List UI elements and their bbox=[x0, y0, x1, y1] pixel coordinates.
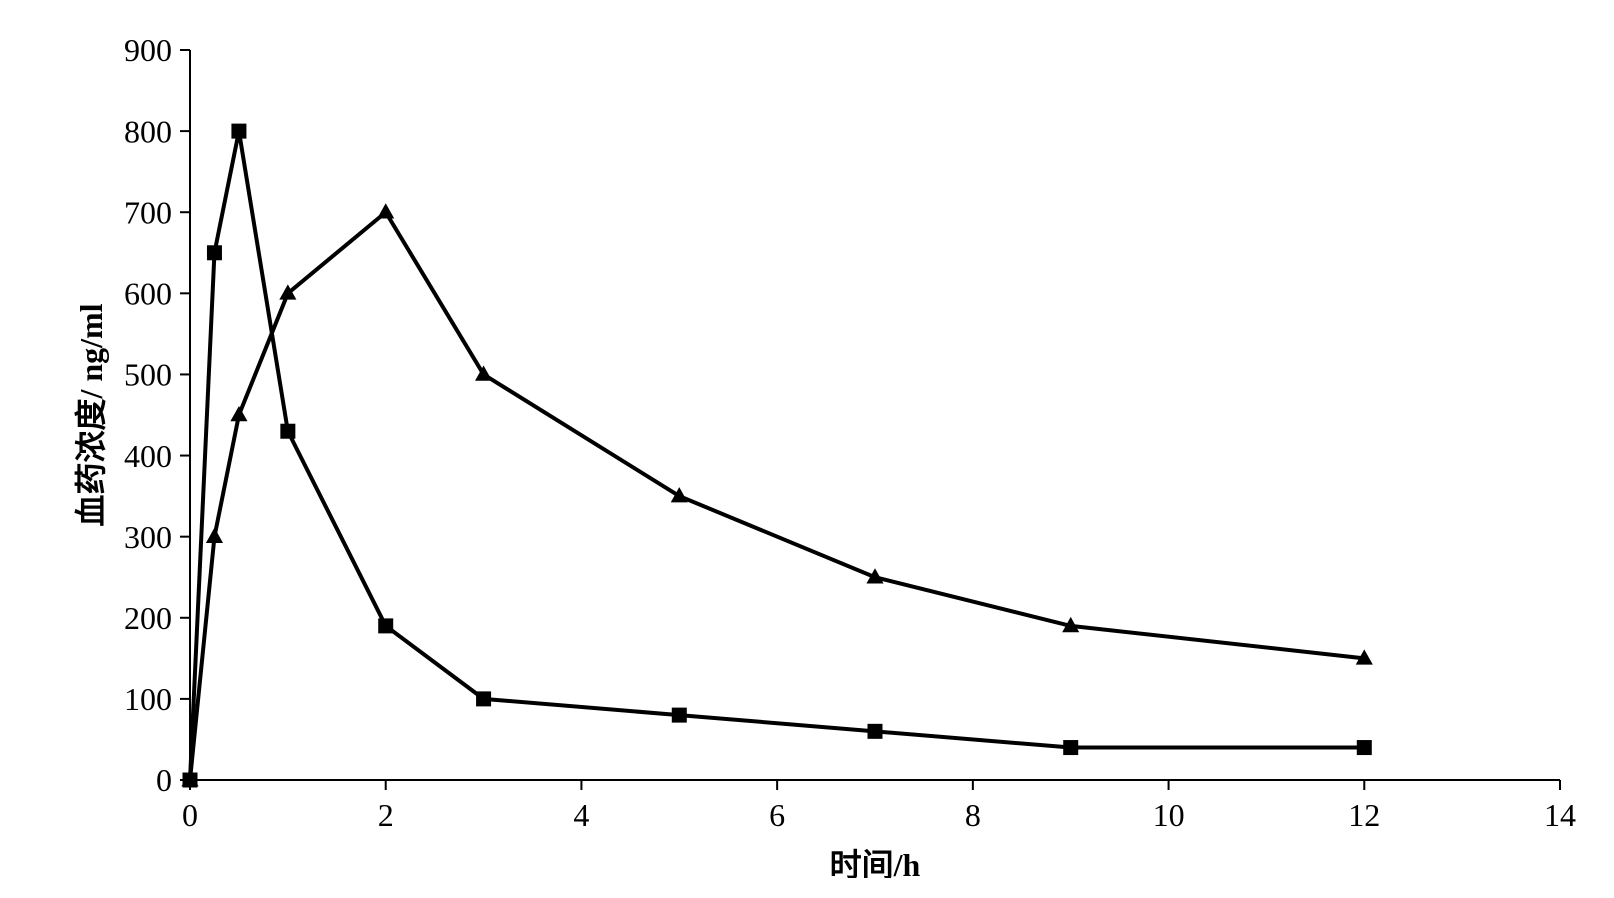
y-tick-label: 900 bbox=[124, 32, 172, 68]
x-tick-label: 10 bbox=[1153, 797, 1185, 833]
triangle-marker bbox=[377, 203, 394, 218]
triangle-marker bbox=[671, 487, 688, 502]
square-marker bbox=[1357, 740, 1372, 755]
x-tick-label: 8 bbox=[965, 797, 981, 833]
x-tick-label: 12 bbox=[1348, 797, 1380, 833]
square-marker bbox=[378, 618, 393, 633]
square-marker bbox=[672, 708, 687, 723]
x-axis-title: 时间/h bbox=[830, 847, 921, 878]
y-tick-label: 500 bbox=[124, 357, 172, 393]
y-tick-label: 700 bbox=[124, 194, 172, 230]
square-marker bbox=[1063, 740, 1078, 755]
square-marker bbox=[207, 245, 222, 260]
y-tick-label: 200 bbox=[124, 600, 172, 636]
y-tick-label: 800 bbox=[124, 113, 172, 149]
triangle-marker bbox=[230, 406, 247, 421]
square-marker bbox=[868, 724, 883, 739]
square-marker bbox=[231, 124, 246, 139]
x-tick-label: 0 bbox=[182, 797, 198, 833]
y-axis-title: 血药浓度/ ng/ml bbox=[73, 303, 109, 526]
square-marker bbox=[280, 424, 295, 439]
pk-chart: 0 2 4 6 8 10 12 14 0 100 200 300 400 500 600 700 800 900 时… bbox=[20, 20, 1594, 878]
x-tick-label: 6 bbox=[769, 797, 785, 833]
y-tick-label: 0 bbox=[156, 762, 172, 798]
square-marker bbox=[476, 691, 491, 706]
chart-svg: 0 2 4 6 8 10 12 14 0 100 200 300 400 500 600 700 800 900 时… bbox=[20, 20, 1594, 878]
x-tick-label: 14 bbox=[1544, 797, 1576, 833]
y-tick-label: 600 bbox=[124, 276, 172, 312]
y-tick-label: 400 bbox=[124, 438, 172, 474]
y-tick-label: 100 bbox=[124, 681, 172, 717]
x-tick-label: 2 bbox=[378, 797, 394, 833]
y-tick-label: 300 bbox=[124, 519, 172, 555]
x-tick-label: 4 bbox=[573, 797, 589, 833]
triangle-marker bbox=[206, 528, 223, 543]
series-triangle-line bbox=[190, 212, 1364, 780]
